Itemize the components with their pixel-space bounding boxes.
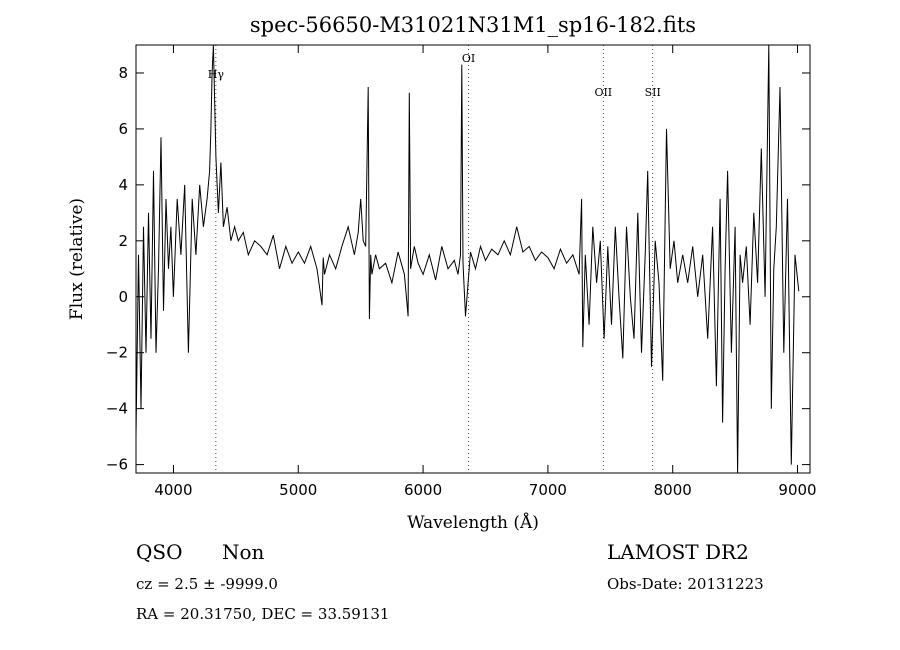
x-tick-label: 4000 (154, 481, 192, 499)
marker-label: OI (462, 52, 475, 65)
object-class: QSO (136, 540, 183, 564)
y-tick-label: −6 (106, 456, 128, 474)
spectrum-series (135, 44, 800, 474)
x-tick-label: 7000 (529, 481, 567, 499)
y-axis-label: Flux (relative) (67, 198, 87, 320)
y-tick-label: 2 (118, 232, 128, 250)
y-tick-label: 6 (118, 120, 128, 138)
x-axis-label: Wavelength (Å) (407, 512, 539, 533)
y-tick-label: 4 (118, 176, 128, 194)
survey-name: LAMOST DR2 (607, 540, 749, 564)
y-tick-label: −4 (106, 400, 128, 418)
x-tick-label: 9000 (778, 481, 816, 499)
y-tick-label: 8 (118, 64, 128, 82)
plot-frame (135, 44, 811, 474)
marker-label: OII (594, 86, 612, 99)
marker-label: SII (645, 86, 661, 99)
x-tick-label: 5000 (279, 481, 317, 499)
x-tick-label: 6000 (404, 481, 442, 499)
emission-line-markers: Hγ OI OII SII (208, 45, 661, 473)
x-tick-label: 8000 (654, 481, 692, 499)
redshift-value: cz = 2.5 ± -9999.0 (136, 575, 278, 593)
coordinates: RA = 20.31750, DEC = 33.59131 (136, 605, 389, 623)
plot-border (135, 44, 811, 474)
info-panel: QSO Non LAMOST DR2 cz = 2.5 ± -9999.0 Ob… (136, 540, 764, 623)
spectrum-line (135, 44, 800, 474)
observation-date: Obs-Date: 20131223 (607, 575, 764, 593)
y-tick-label: −2 (106, 344, 128, 362)
marker-label: Hγ (208, 68, 225, 81)
object-subclass: Non (222, 540, 265, 564)
chart-title: spec-56650-M31021N31M1_sp16-182.fits (250, 13, 696, 37)
axis-ticks: 4000 5000 6000 7000 8000 9000 −6 −4 −2 0 2 4 6 8 (106, 45, 817, 499)
y-tick-label: 0 (118, 288, 128, 306)
